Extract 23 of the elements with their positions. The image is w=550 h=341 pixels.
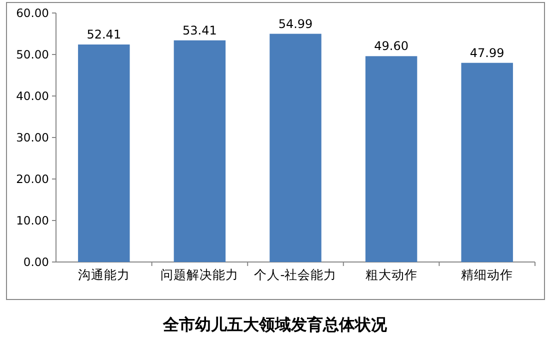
data-label: 49.60 (374, 39, 408, 54)
x-tick-label: 沟通能力 (78, 267, 130, 282)
bar (78, 44, 130, 262)
data-label: 53.41 (182, 23, 217, 38)
y-tick-label: 60.00 (16, 6, 49, 20)
bar (270, 34, 322, 262)
y-tick-label: 40.00 (16, 89, 49, 103)
data-label: 54.99 (278, 16, 313, 31)
y-tick-label: 10.00 (16, 214, 49, 228)
text: 全市幼儿五大领域发育总体状况 (162, 315, 388, 334)
x-tick-label: 问题解决能力 (160, 267, 239, 282)
x-tick-label: 个人-社会能力 (254, 267, 337, 282)
y-tick-label: 0.00 (23, 255, 49, 269)
bar (365, 56, 418, 262)
y-tick-label: 30.00 (16, 130, 49, 144)
y-tick-label: 20.00 (16, 172, 49, 186)
bar (461, 62, 513, 262)
data-label: 52.41 (86, 28, 122, 42)
x-tick-label: 精细动作 (461, 267, 514, 282)
data-label: 47.99 (470, 46, 504, 60)
bar (174, 40, 226, 262)
y-tick-label: 50.00 (16, 48, 49, 62)
x-tick-label: 粗大动作 (365, 267, 418, 282)
